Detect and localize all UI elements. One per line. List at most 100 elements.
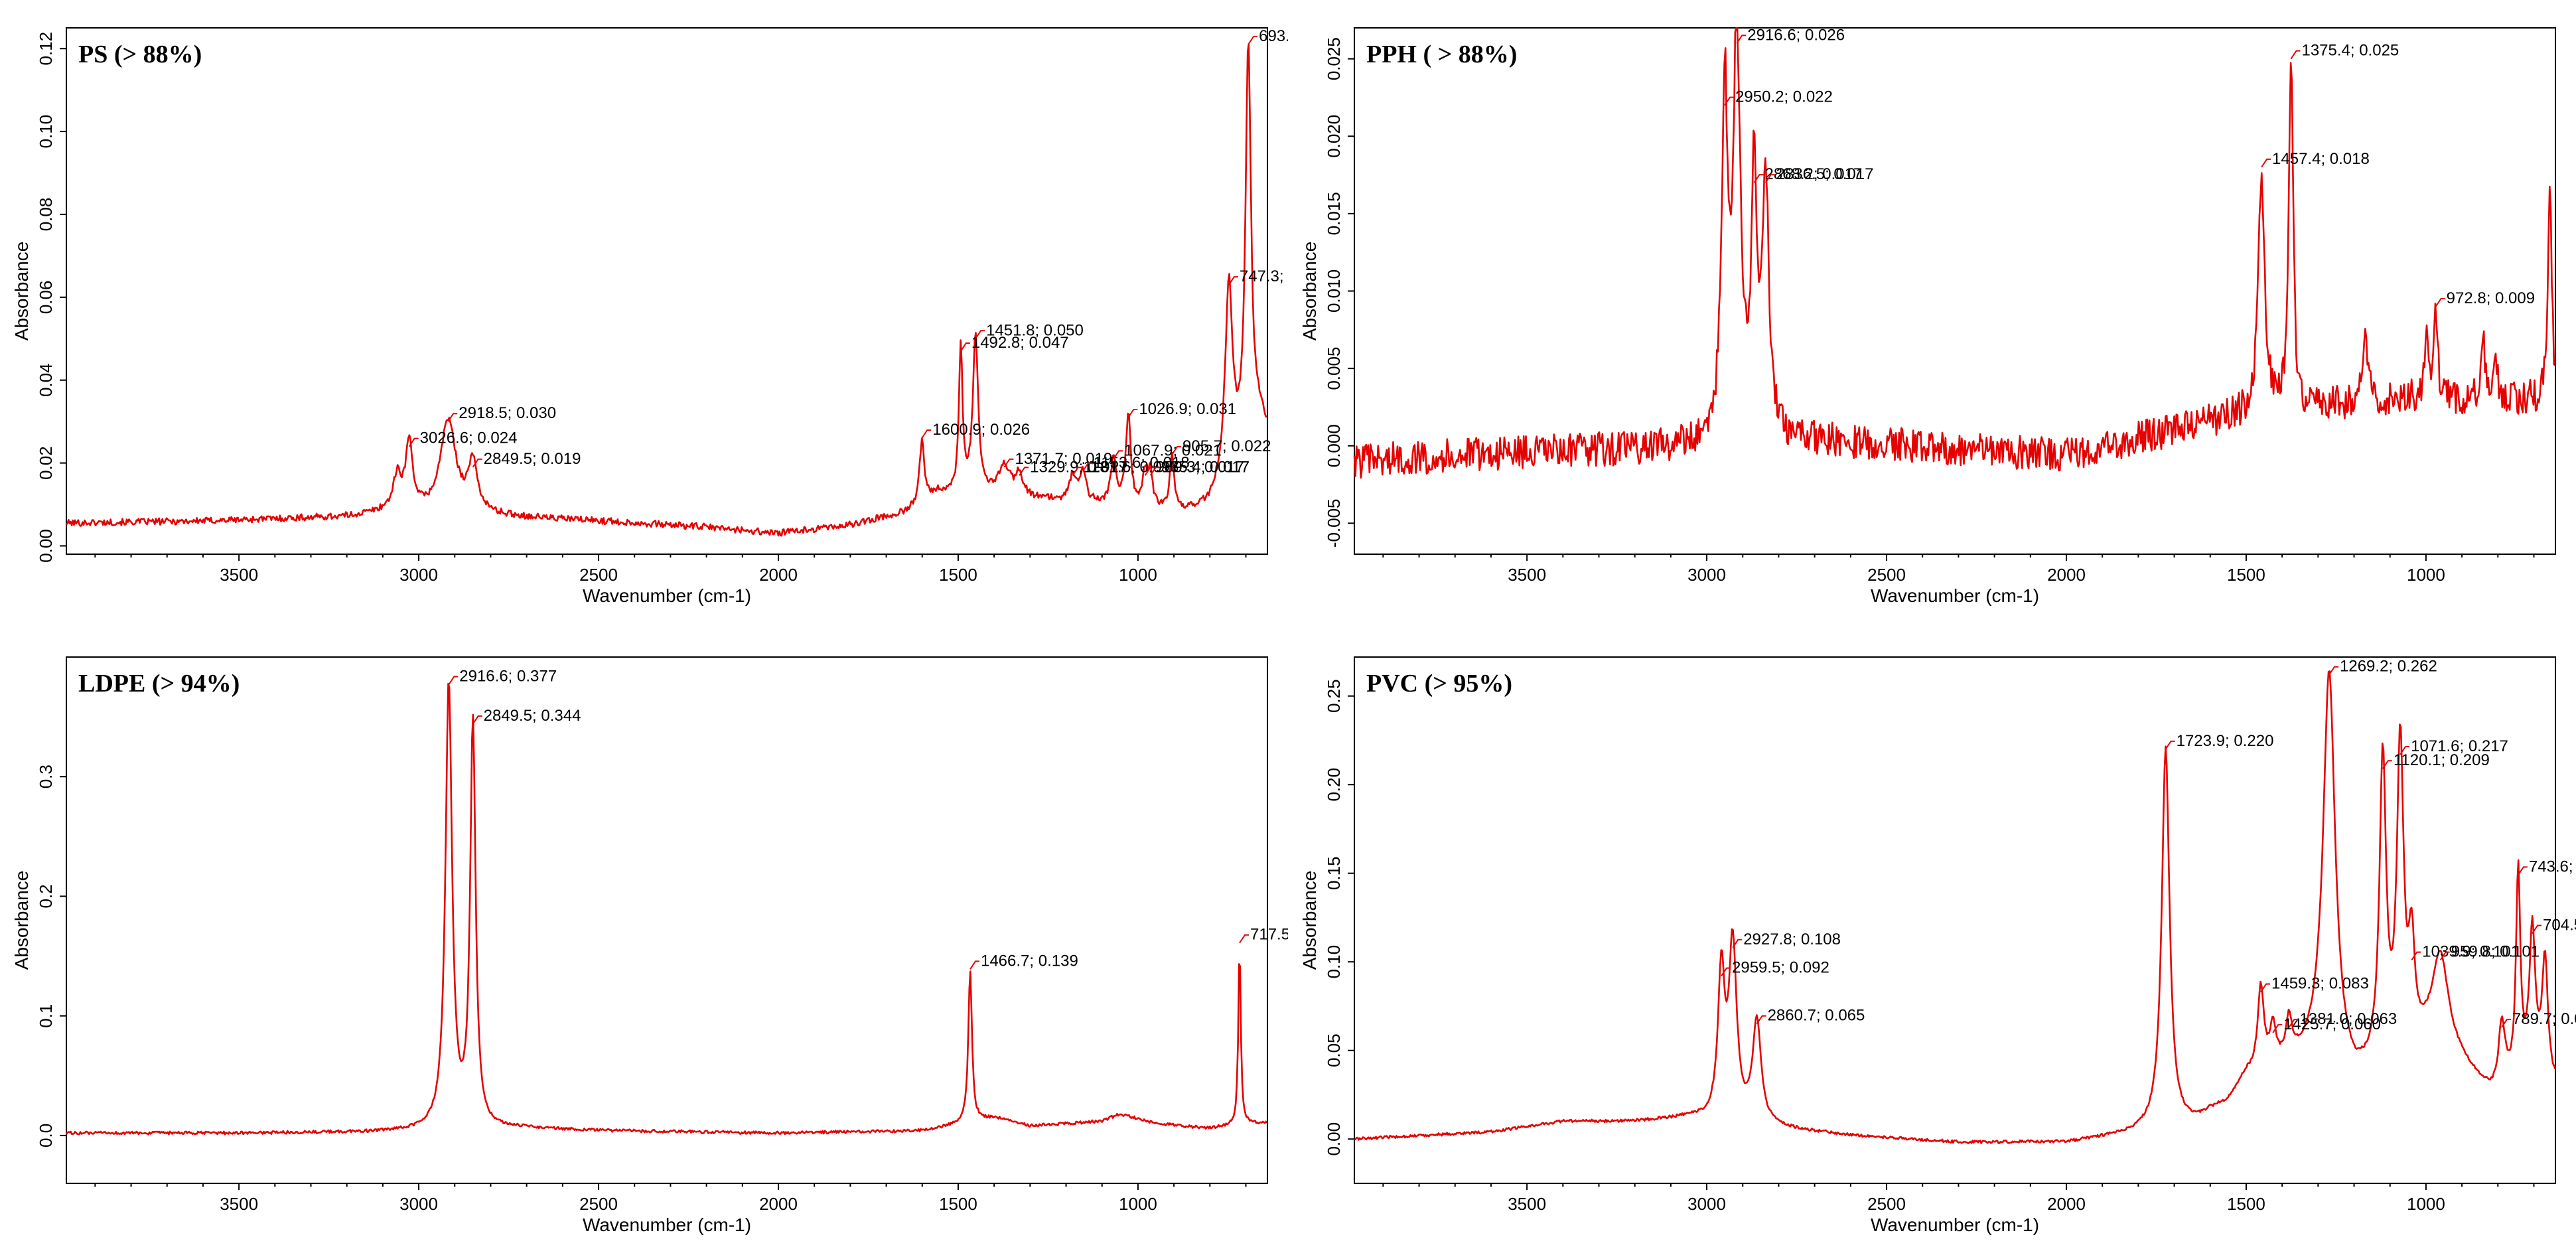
panel-title: PPH ( > 88%) [1366, 40, 1517, 68]
peak-marker [2261, 158, 2271, 168]
peak-marker [1149, 467, 1160, 476]
x-tick-label: 2500 [1867, 565, 1906, 585]
x-tick-label: 3500 [220, 565, 258, 585]
ldpe-spectrum-line [65, 682, 1268, 1136]
peak-marker [1721, 967, 1731, 977]
plot-frame [1354, 27, 2556, 555]
peak-label: 1067.9; 0.021 [1124, 441, 1222, 459]
peak-annotation: 1181.6; 0.017 [1072, 458, 1180, 476]
peak-annotation: 3026.6; 0.024 [408, 429, 517, 447]
x-tick-label: 1500 [2227, 1194, 2265, 1214]
peak-label: 972.8; 0.009 [2447, 289, 2535, 307]
chart-panel-ldpe: 3500 3000 2500 2000 1500 1000 0.0 0.1 0.2 0.3 Wave… [0, 629, 1288, 1258]
peak-label: 1269.2; 0.262 [2340, 658, 2437, 676]
peak-annotation: 1269.2; 0.262 [2328, 658, 2437, 676]
peak-label: 2927.8; 0.108 [1743, 930, 1841, 948]
y-tick-label: 0.1 [36, 1004, 56, 1028]
peak-annotation: 717.5; 0.161 [1239, 926, 1288, 944]
peak-label: 1120.1; 0.209 [2394, 751, 2490, 769]
peak-annotation: 1071.6; 0.217 [2399, 737, 2508, 755]
y-tick-label: 0.2 [36, 884, 56, 908]
peak-annotation: 2836.5; 0.017 [1764, 165, 1874, 183]
peak-label: 959.8; 0.101 [2451, 943, 2540, 961]
x-axis-title: Wavenumber (cm-1) [1871, 585, 2039, 606]
peak-annotation: 2849.5; 0.019 [472, 450, 581, 468]
y-tick-label: 0.00 [1324, 1122, 1344, 1156]
peak-label: 905.7; 0.022 [1182, 437, 1271, 455]
peak-marker [448, 676, 459, 686]
ldpe-chart-svg: 3500 3000 2500 2000 1500 1000 0.0 0.1 0.2 0.3 Wave… [11, 656, 1288, 1235]
peak-annotation: 1451.8; 0.050 [975, 321, 1084, 339]
pvc-spectrum-line [1354, 670, 2556, 1144]
peak-annotation: 743.6; 0.149 [2518, 857, 2576, 875]
peak-label: 2860.7; 0.065 [1768, 1007, 1865, 1025]
peak-annotation: 747.3; 0.063 [1228, 267, 1288, 285]
x-tick-label: 3500 [1508, 1194, 1546, 1214]
peak-annotation: 2916.6; 0.377 [448, 667, 557, 686]
peak-label: 1459.3; 0.083 [2271, 975, 2369, 993]
ps-spectrum-line [66, 43, 1267, 537]
peak-label: 2836.5; 0.017 [1776, 165, 1874, 183]
x-tick-label: 2000 [759, 1194, 798, 1214]
y-tick-label: 0.08 [36, 198, 56, 232]
y-tick-label: 0.05 [1324, 1033, 1344, 1067]
peak-label: 1071.6; 0.217 [2411, 737, 2508, 755]
peak-annotation: 972.8; 0.009 [2435, 289, 2535, 307]
peak-label: 2916.6; 0.377 [459, 667, 557, 685]
x-tick-label: 3000 [399, 565, 438, 585]
peak-annotation: 2918.5; 0.030 [447, 404, 556, 422]
peak-label: 1375.4; 0.025 [2301, 42, 2399, 60]
peak-label: 1466.7; 0.139 [981, 952, 1078, 970]
peak-annotation: 1466.7; 0.139 [969, 952, 1078, 970]
peak-marker [1144, 467, 1155, 476]
peak-label: 717.5; 0.161 [1250, 926, 1288, 944]
peak-label: 1600.9; 0.026 [932, 421, 1030, 439]
peak-marker [1736, 35, 1747, 44]
peak-annotation: 2959.5; 0.092 [1721, 959, 1829, 977]
peak-marker [2399, 745, 2410, 755]
peak-annotation: 1457.4; 0.018 [2261, 150, 2370, 168]
peak-label: 980.3; 0.017 [1156, 458, 1244, 476]
peak-marker [2290, 50, 2301, 60]
peak-label: 747.3; 0.063 [1240, 267, 1288, 285]
peak-label: 789.7; 0.063 [2512, 1010, 2576, 1028]
y-tick-label: 0.015 [1324, 192, 1344, 235]
y-tick-label: 0.000 [1324, 424, 1344, 467]
x-tick-label: 3500 [1508, 565, 1546, 585]
panel-title: LDPE (> 94%) [78, 670, 240, 698]
y-tick-label: 0.06 [36, 281, 56, 315]
x-tick-label: 1000 [2407, 1194, 2445, 1214]
pph-spectrum-line [1353, 27, 2556, 479]
peak-annotation: 1723.9; 0.220 [2165, 732, 2273, 750]
peak-marker [1753, 174, 1764, 183]
peak-annotation: 959.8; 0.101 [2439, 943, 2540, 961]
peak-label: 2959.5; 0.092 [1732, 959, 1829, 977]
peak-annotation: 1600.9; 0.026 [921, 421, 1030, 439]
x-tick-label: 3500 [220, 1194, 258, 1214]
panel-title: PS (> 88%) [78, 40, 202, 68]
peak-marker [1019, 467, 1029, 476]
peak-annotation: 1026.9; 0.031 [1127, 400, 1236, 418]
peak-marker [1248, 35, 1258, 45]
peak-annotation: 1371.7; 0.019 [1003, 450, 1112, 468]
ps-chart-svg: 3500 3000 2500 2000 1500 1000 0.00 0.02 0.04 0.06… [11, 27, 1288, 606]
x-tick-label: 2000 [2047, 1194, 2086, 1214]
peak-marker [1127, 408, 1138, 418]
x-tick-label: 1000 [2407, 565, 2445, 585]
peak-label: 2918.5; 0.030 [459, 404, 556, 422]
y-tick-label: 0.020 [1324, 115, 1344, 158]
peak-annotation: 1492.8; 0.047 [960, 334, 1069, 352]
peak-marker [1732, 938, 1743, 948]
peak-annotation: 980.3; 0.017 [1144, 458, 1244, 476]
peak-annotation: 1375.4; 0.025 [2290, 42, 2399, 60]
peak-annotation: 2927.8; 0.108 [1732, 930, 1841, 948]
peak-label: 1451.8; 0.050 [986, 321, 1084, 339]
peak-annotation: 1039.9; 0.101 [2411, 943, 2520, 961]
pph-chart-svg: 3500 3000 2500 2000 1500 1000 -0.005 0.000 0.005… [1299, 26, 2556, 606]
x-axis-title: Wavenumber (cm-1) [1871, 1215, 2039, 1235]
plot-frame [66, 656, 1268, 1184]
peak-annotation: 2950.2; 0.022 [1724, 88, 1833, 106]
peak-marker [1082, 463, 1092, 472]
x-axis-title: Wavenumber (cm-1) [583, 585, 751, 606]
peak-annotation: 1381.0; 0.063 [2288, 1010, 2397, 1028]
